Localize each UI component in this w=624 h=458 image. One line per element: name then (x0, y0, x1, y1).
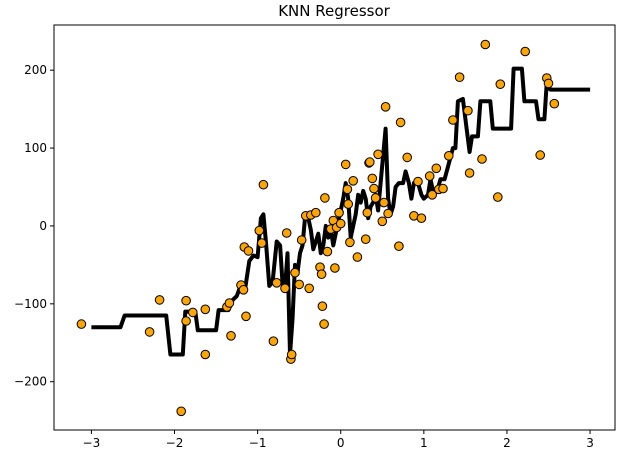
data-point (334, 207, 344, 218)
data-point (365, 157, 375, 167)
data-point (373, 149, 383, 160)
data-point (362, 207, 373, 218)
data-point (383, 208, 393, 219)
data-point (335, 218, 346, 229)
data-point (413, 176, 423, 187)
data-point (380, 102, 391, 112)
data-point (290, 267, 300, 278)
y-tick-label: 200 (24, 63, 47, 77)
scatter-points (76, 39, 560, 417)
data-point (379, 197, 389, 208)
x-tick-label: −1 (249, 436, 267, 450)
data-point (454, 72, 465, 82)
y-tick-label: −100 (14, 297, 47, 311)
data-point (395, 117, 406, 128)
data-point (320, 193, 330, 203)
data-point (535, 150, 546, 160)
prediction-line (91, 66, 591, 357)
data-point (286, 349, 297, 360)
data-point (311, 207, 321, 218)
data-point (520, 46, 531, 57)
x-tick-label: 0 (337, 436, 345, 450)
data-point (181, 316, 191, 326)
data-point (377, 216, 388, 227)
data-point (316, 269, 327, 280)
data-point (238, 285, 249, 295)
data-point (243, 246, 254, 256)
data-point (416, 213, 427, 223)
data-point (480, 39, 491, 50)
data-point (431, 163, 442, 174)
data-point (181, 295, 191, 306)
data-point (271, 278, 282, 288)
data-point (294, 279, 305, 290)
data-point (360, 234, 371, 244)
chart-title: KNN Regressor (278, 2, 390, 20)
data-point (200, 349, 211, 360)
data-point (340, 159, 351, 170)
data-point (493, 192, 503, 202)
data-point (241, 311, 251, 322)
data-point (549, 98, 560, 109)
data-point (402, 152, 413, 163)
data-point (343, 199, 354, 209)
data-point (76, 319, 87, 329)
plot-frame (53, 24, 616, 431)
data-point (330, 263, 340, 273)
data-point (322, 246, 333, 257)
data-point (369, 183, 379, 194)
data-point (367, 173, 378, 184)
y-tick-label: −200 (14, 375, 47, 389)
x-tick-label: 3 (586, 436, 594, 450)
data-point (317, 301, 328, 312)
data-point (427, 190, 438, 200)
data-point (477, 154, 487, 164)
data-point (154, 295, 165, 305)
data-point (319, 319, 329, 329)
data-point (226, 331, 236, 341)
data-point (224, 298, 235, 308)
data-point (345, 237, 355, 248)
data-point (257, 238, 267, 248)
data-point (424, 171, 435, 181)
data-point (258, 179, 269, 190)
data-point (188, 307, 198, 318)
data-point (348, 176, 359, 186)
data-point (543, 78, 554, 89)
x-tick-label: 2 (503, 436, 511, 450)
data-point (281, 228, 292, 238)
data-point (464, 168, 475, 178)
x-tick-label: −3 (83, 436, 101, 450)
data-point (352, 252, 363, 262)
y-tick-label: 100 (24, 141, 47, 155)
data-point (448, 115, 458, 125)
data-point (176, 406, 186, 417)
data-point (144, 327, 155, 337)
data-point (304, 283, 315, 294)
data-point (296, 235, 307, 245)
data-point (444, 151, 454, 161)
data-point (268, 336, 279, 347)
data-point (438, 183, 448, 194)
data-point (394, 241, 404, 251)
data-point (370, 193, 381, 203)
data-point (495, 79, 506, 89)
knn-prediction-line (91, 66, 591, 357)
x-tick-label: −2 (166, 436, 184, 450)
data-point (463, 105, 473, 116)
data-point (280, 283, 290, 294)
y-tick-label: 0 (39, 219, 47, 233)
data-point (200, 304, 211, 315)
data-point (342, 184, 353, 195)
data-point (254, 225, 265, 236)
axis-ticks: −3 −2 −1 0 1 2 3 −200 −100 0 100 200 (14, 63, 594, 450)
x-tick-label: 1 (420, 436, 428, 450)
